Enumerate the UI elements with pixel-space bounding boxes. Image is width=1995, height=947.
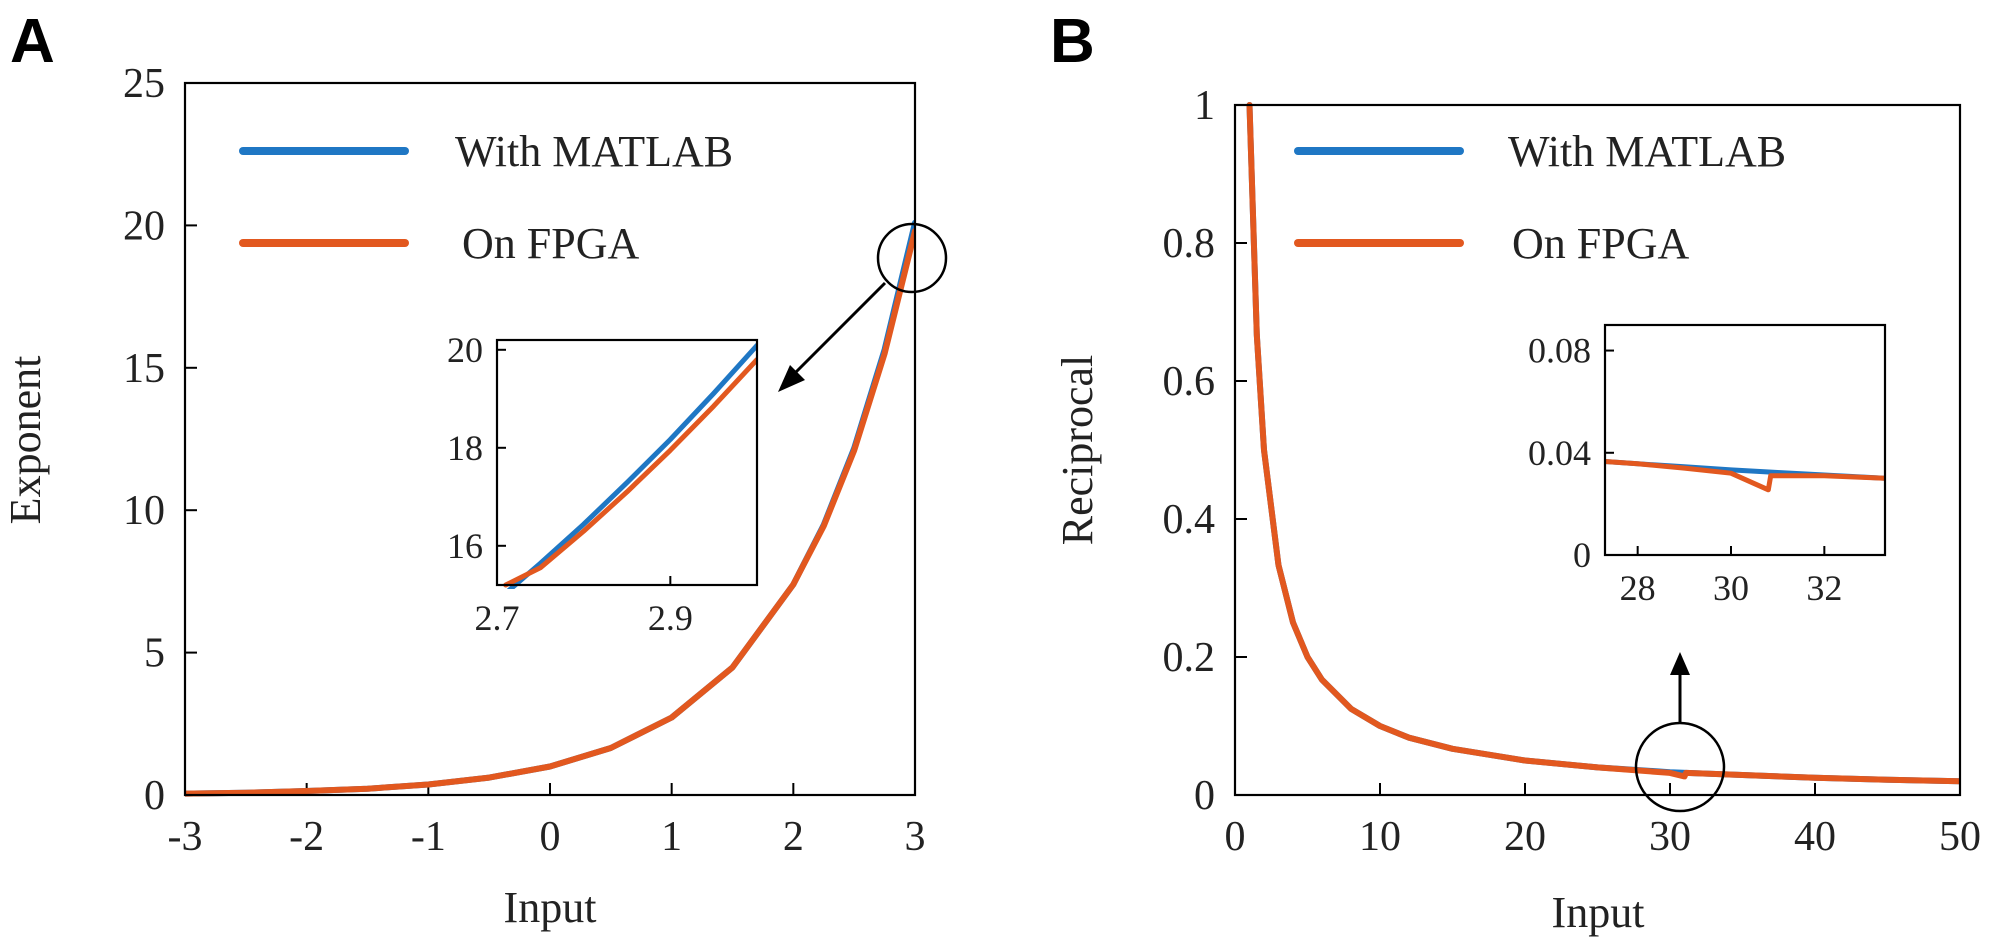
b-ytick-label: 0.8 bbox=[1163, 221, 1216, 267]
a-xtick-label: 0 bbox=[540, 814, 561, 860]
zoom-arrow-a bbox=[791, 281, 887, 377]
b-inset-xtick-label: 28 bbox=[1620, 568, 1656, 608]
a-inset-xtick-label: 2.9 bbox=[648, 598, 693, 638]
a-inset-xtick-label: 2.7 bbox=[475, 598, 520, 638]
zoom-arrowhead-b bbox=[1670, 652, 1690, 675]
b-ytick-label: 0.4 bbox=[1163, 497, 1216, 543]
a-xtick-label: -1 bbox=[411, 814, 446, 860]
a-ytick-label: 5 bbox=[144, 631, 165, 677]
b-xtick-label: 30 bbox=[1649, 814, 1691, 860]
a-ytick-label: 0 bbox=[144, 773, 165, 819]
b-ytick-label: 0.6 bbox=[1163, 359, 1216, 405]
a-ytick-label: 10 bbox=[123, 488, 165, 534]
b-series-fpga bbox=[1246, 102, 1960, 785]
b-ytick-label: 0 bbox=[1194, 773, 1215, 819]
zoom-circle-b bbox=[1634, 721, 1726, 813]
b-xtick-label: 50 bbox=[1939, 814, 1981, 860]
b-xtick-label: 0 bbox=[1225, 814, 1246, 860]
zoom-circle-a bbox=[876, 222, 948, 294]
a-inset-series-fpga bbox=[503, 357, 757, 588]
a-xtick-label: -2 bbox=[289, 814, 324, 860]
ylabel-a: Exponent bbox=[1, 356, 50, 525]
b-xtick-label: 20 bbox=[1504, 814, 1546, 860]
a-xtick-label: 3 bbox=[905, 814, 926, 860]
a-ytick-label: 20 bbox=[123, 203, 165, 249]
legend-a-matlab-label: With MATLAB bbox=[455, 127, 733, 176]
panel-letter-b: B bbox=[1050, 7, 1095, 76]
a-xtick-label: 1 bbox=[661, 814, 682, 860]
a-inset-ytick-label: 20 bbox=[447, 330, 483, 370]
b-inset-ytick-label: 0 bbox=[1573, 535, 1591, 575]
legend-a: With MATLAB On FPGA bbox=[239, 127, 733, 268]
a-xtick-label: -3 bbox=[168, 814, 203, 860]
plot-frame-a bbox=[183, 81, 917, 797]
b-inset-ytick-label: 0.08 bbox=[1528, 331, 1591, 371]
legend-b-fpga-label: On FPGA bbox=[1512, 219, 1689, 268]
inset-frame-b bbox=[1603, 323, 1887, 557]
a-ytick-label: 15 bbox=[123, 346, 165, 392]
legend-b: With MATLAB On FPGA bbox=[1294, 127, 1786, 268]
a-inset-ytick-label: 18 bbox=[447, 428, 483, 468]
a-xtick-label: 2 bbox=[783, 814, 804, 860]
panel-b-reciprocal: B 0 10 20 30 40 50 0 0.2 0.4 0.6 0.8 1 Reciprocal I… bbox=[1050, 7, 1981, 937]
b-xtick-label: 10 bbox=[1359, 814, 1401, 860]
zoom-arrowhead-a bbox=[778, 365, 805, 392]
b-xtick-label: 40 bbox=[1794, 814, 1836, 860]
b-inset-series-fpga bbox=[1605, 459, 1885, 493]
inset-frame-a bbox=[495, 338, 759, 587]
b-inset-ytick-label: 0.04 bbox=[1528, 433, 1591, 473]
a-series-matlab bbox=[185, 219, 915, 797]
a-inset-ytick-label: 16 bbox=[447, 526, 483, 566]
b-ytick-label: 1 bbox=[1194, 83, 1215, 129]
a-inset-series-matlab bbox=[506, 342, 757, 589]
panel-a-exponent: A -3 -2 -1 0 1 2 3 0 5 10 15 20 25 Exponent Input Wi… bbox=[1, 7, 948, 932]
plot-frame-b bbox=[1233, 103, 1962, 797]
b-inset-xtick-label: 32 bbox=[1806, 568, 1842, 608]
a-ytick-label: 25 bbox=[123, 61, 165, 107]
legend-a-fpga-label: On FPGA bbox=[462, 219, 639, 268]
b-ytick-label: 0.2 bbox=[1163, 635, 1216, 681]
xlabel-a: Input bbox=[504, 883, 597, 932]
a-series-fpga bbox=[185, 228, 915, 797]
xlabel-b: Input bbox=[1552, 888, 1645, 937]
ylabel-b: Reciprocal bbox=[1053, 355, 1102, 546]
legend-b-matlab-label: With MATLAB bbox=[1508, 127, 1786, 176]
panel-letter-a: A bbox=[10, 7, 55, 76]
b-inset-xtick-label: 30 bbox=[1713, 568, 1749, 608]
